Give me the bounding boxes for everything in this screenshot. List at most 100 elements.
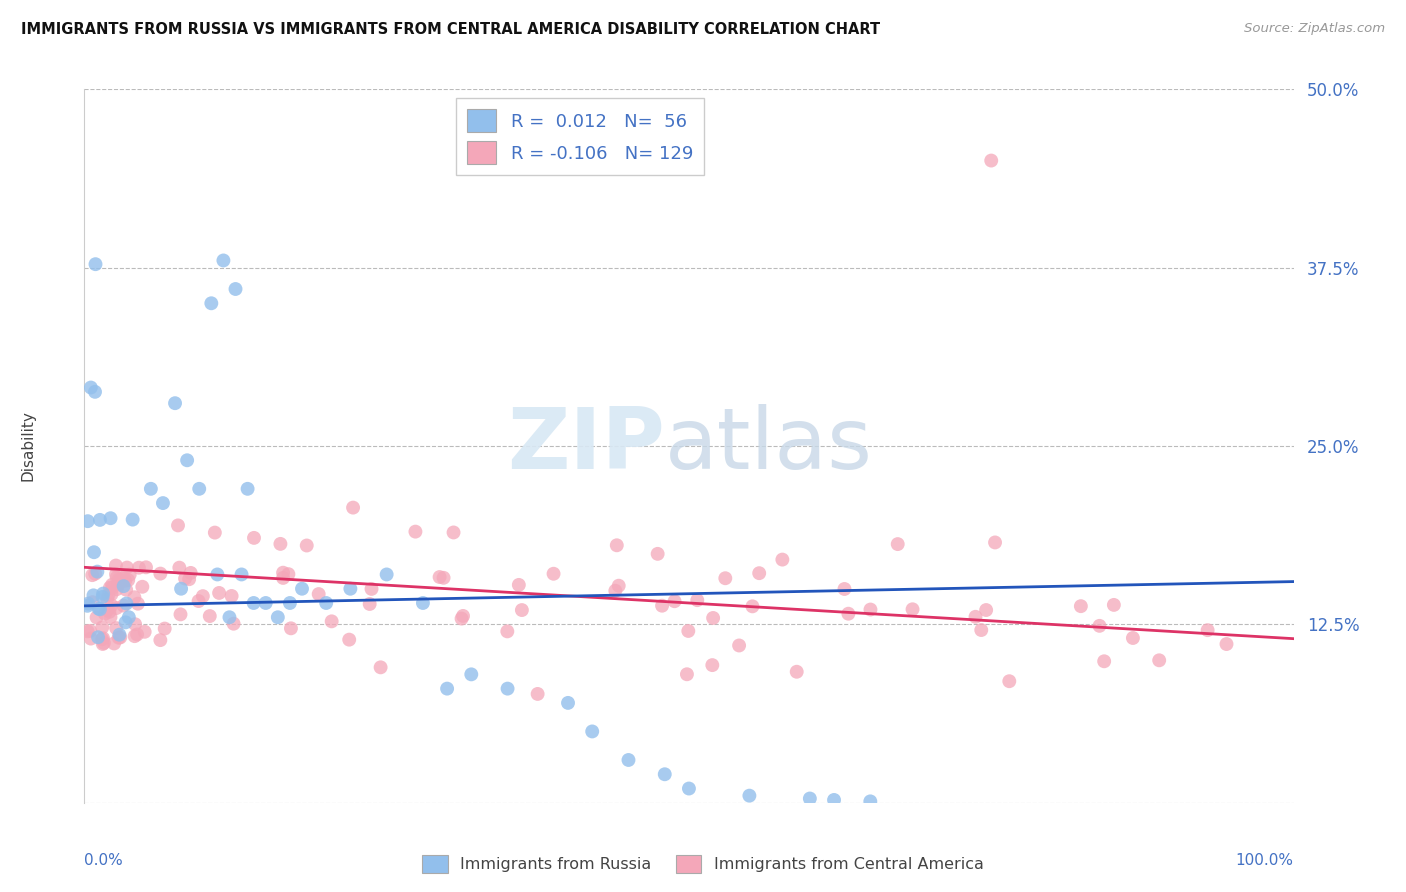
Point (107, 577, 129, 591)
Point (360, 582, 382, 596)
Point (104, 558, 127, 573)
Point (375, 567, 398, 582)
Point (117, 573, 139, 587)
Point (799, 791, 821, 805)
Point (100, 599, 122, 613)
Point (124, 629, 146, 643)
Point (165, 396, 187, 410)
Point (84, 257, 107, 271)
Point (112, 579, 135, 593)
Point (429, 570, 451, 584)
Point (80, 632, 103, 646)
Point (105, 582, 128, 597)
Point (204, 525, 226, 540)
Point (714, 571, 737, 585)
Point (834, 582, 856, 596)
Legend: Immigrants from Russia, Immigrants from Central America: Immigrants from Russia, Immigrants from … (416, 848, 990, 880)
Point (965, 609, 987, 624)
Point (149, 566, 172, 581)
Point (664, 594, 686, 608)
Text: atlas: atlas (665, 404, 873, 488)
Point (315, 596, 337, 610)
Point (676, 667, 699, 681)
Point (191, 589, 214, 603)
Point (108, 628, 131, 642)
Point (280, 621, 302, 635)
Point (112, 571, 135, 585)
Point (221, 589, 243, 603)
Point (605, 583, 627, 598)
Point (496, 681, 519, 696)
Point (702, 658, 724, 673)
Point (974, 603, 997, 617)
Point (837, 607, 859, 621)
Text: IMMIGRANTS FROM RUSSIA VS IMMIGRANTS FROM CENTRAL AMERICA DISABILITY CORRELATION: IMMIGRANTS FROM RUSSIA VS IMMIGRANTS FRO… (21, 22, 880, 37)
Point (100, 511, 122, 525)
Point (291, 582, 314, 596)
Point (370, 660, 392, 674)
Legend: R =  0.012   N=  56, R = -0.106   N= 129: R = 0.012 N= 56, R = -0.106 N= 129 (457, 98, 704, 176)
Point (1147, 653, 1170, 667)
Point (496, 624, 519, 639)
Point (124, 591, 146, 605)
Point (101, 578, 124, 592)
Point (222, 616, 245, 631)
Point (101, 581, 124, 595)
Point (100, 610, 122, 624)
Point (100, 587, 122, 601)
Point (823, 793, 845, 807)
Point (105, 571, 128, 585)
Point (557, 696, 579, 710)
Point (176, 453, 198, 467)
Point (269, 537, 291, 551)
Point (998, 674, 1021, 689)
Point (170, 582, 193, 596)
Point (108, 573, 131, 587)
Point (526, 687, 548, 701)
Point (169, 560, 191, 574)
Point (149, 633, 172, 648)
Point (200, 296, 222, 310)
Point (139, 482, 162, 496)
Point (208, 586, 231, 600)
Point (359, 597, 381, 611)
Point (651, 599, 673, 613)
Point (115, 597, 138, 611)
Point (89, 602, 111, 616)
Point (271, 566, 294, 580)
Point (82, 595, 104, 609)
Point (114, 574, 136, 588)
Point (107, 573, 129, 587)
Point (980, 153, 1002, 168)
Point (728, 639, 751, 653)
Point (508, 578, 530, 592)
Point (339, 582, 361, 596)
Point (96, 591, 118, 606)
Point (91, 586, 114, 600)
Point (94, 607, 117, 621)
Point (152, 496, 174, 510)
Point (180, 566, 202, 580)
Point (702, 611, 724, 625)
Point (1122, 631, 1144, 645)
Point (686, 593, 709, 607)
Point (1215, 637, 1237, 651)
Point (76, 514, 98, 528)
Text: ZIP: ZIP (508, 404, 665, 488)
Point (236, 482, 259, 496)
Point (91, 637, 114, 651)
Point (198, 609, 221, 624)
Point (543, 566, 565, 581)
Point (91, 631, 114, 645)
Point (107, 631, 129, 645)
Point (80, 380, 103, 394)
Point (278, 596, 301, 610)
Point (128, 560, 150, 574)
Point (93, 636, 115, 650)
Point (243, 531, 266, 545)
Point (607, 579, 630, 593)
Point (86, 565, 108, 579)
Point (87, 630, 110, 644)
Point (118, 610, 141, 624)
Point (89, 513, 111, 527)
